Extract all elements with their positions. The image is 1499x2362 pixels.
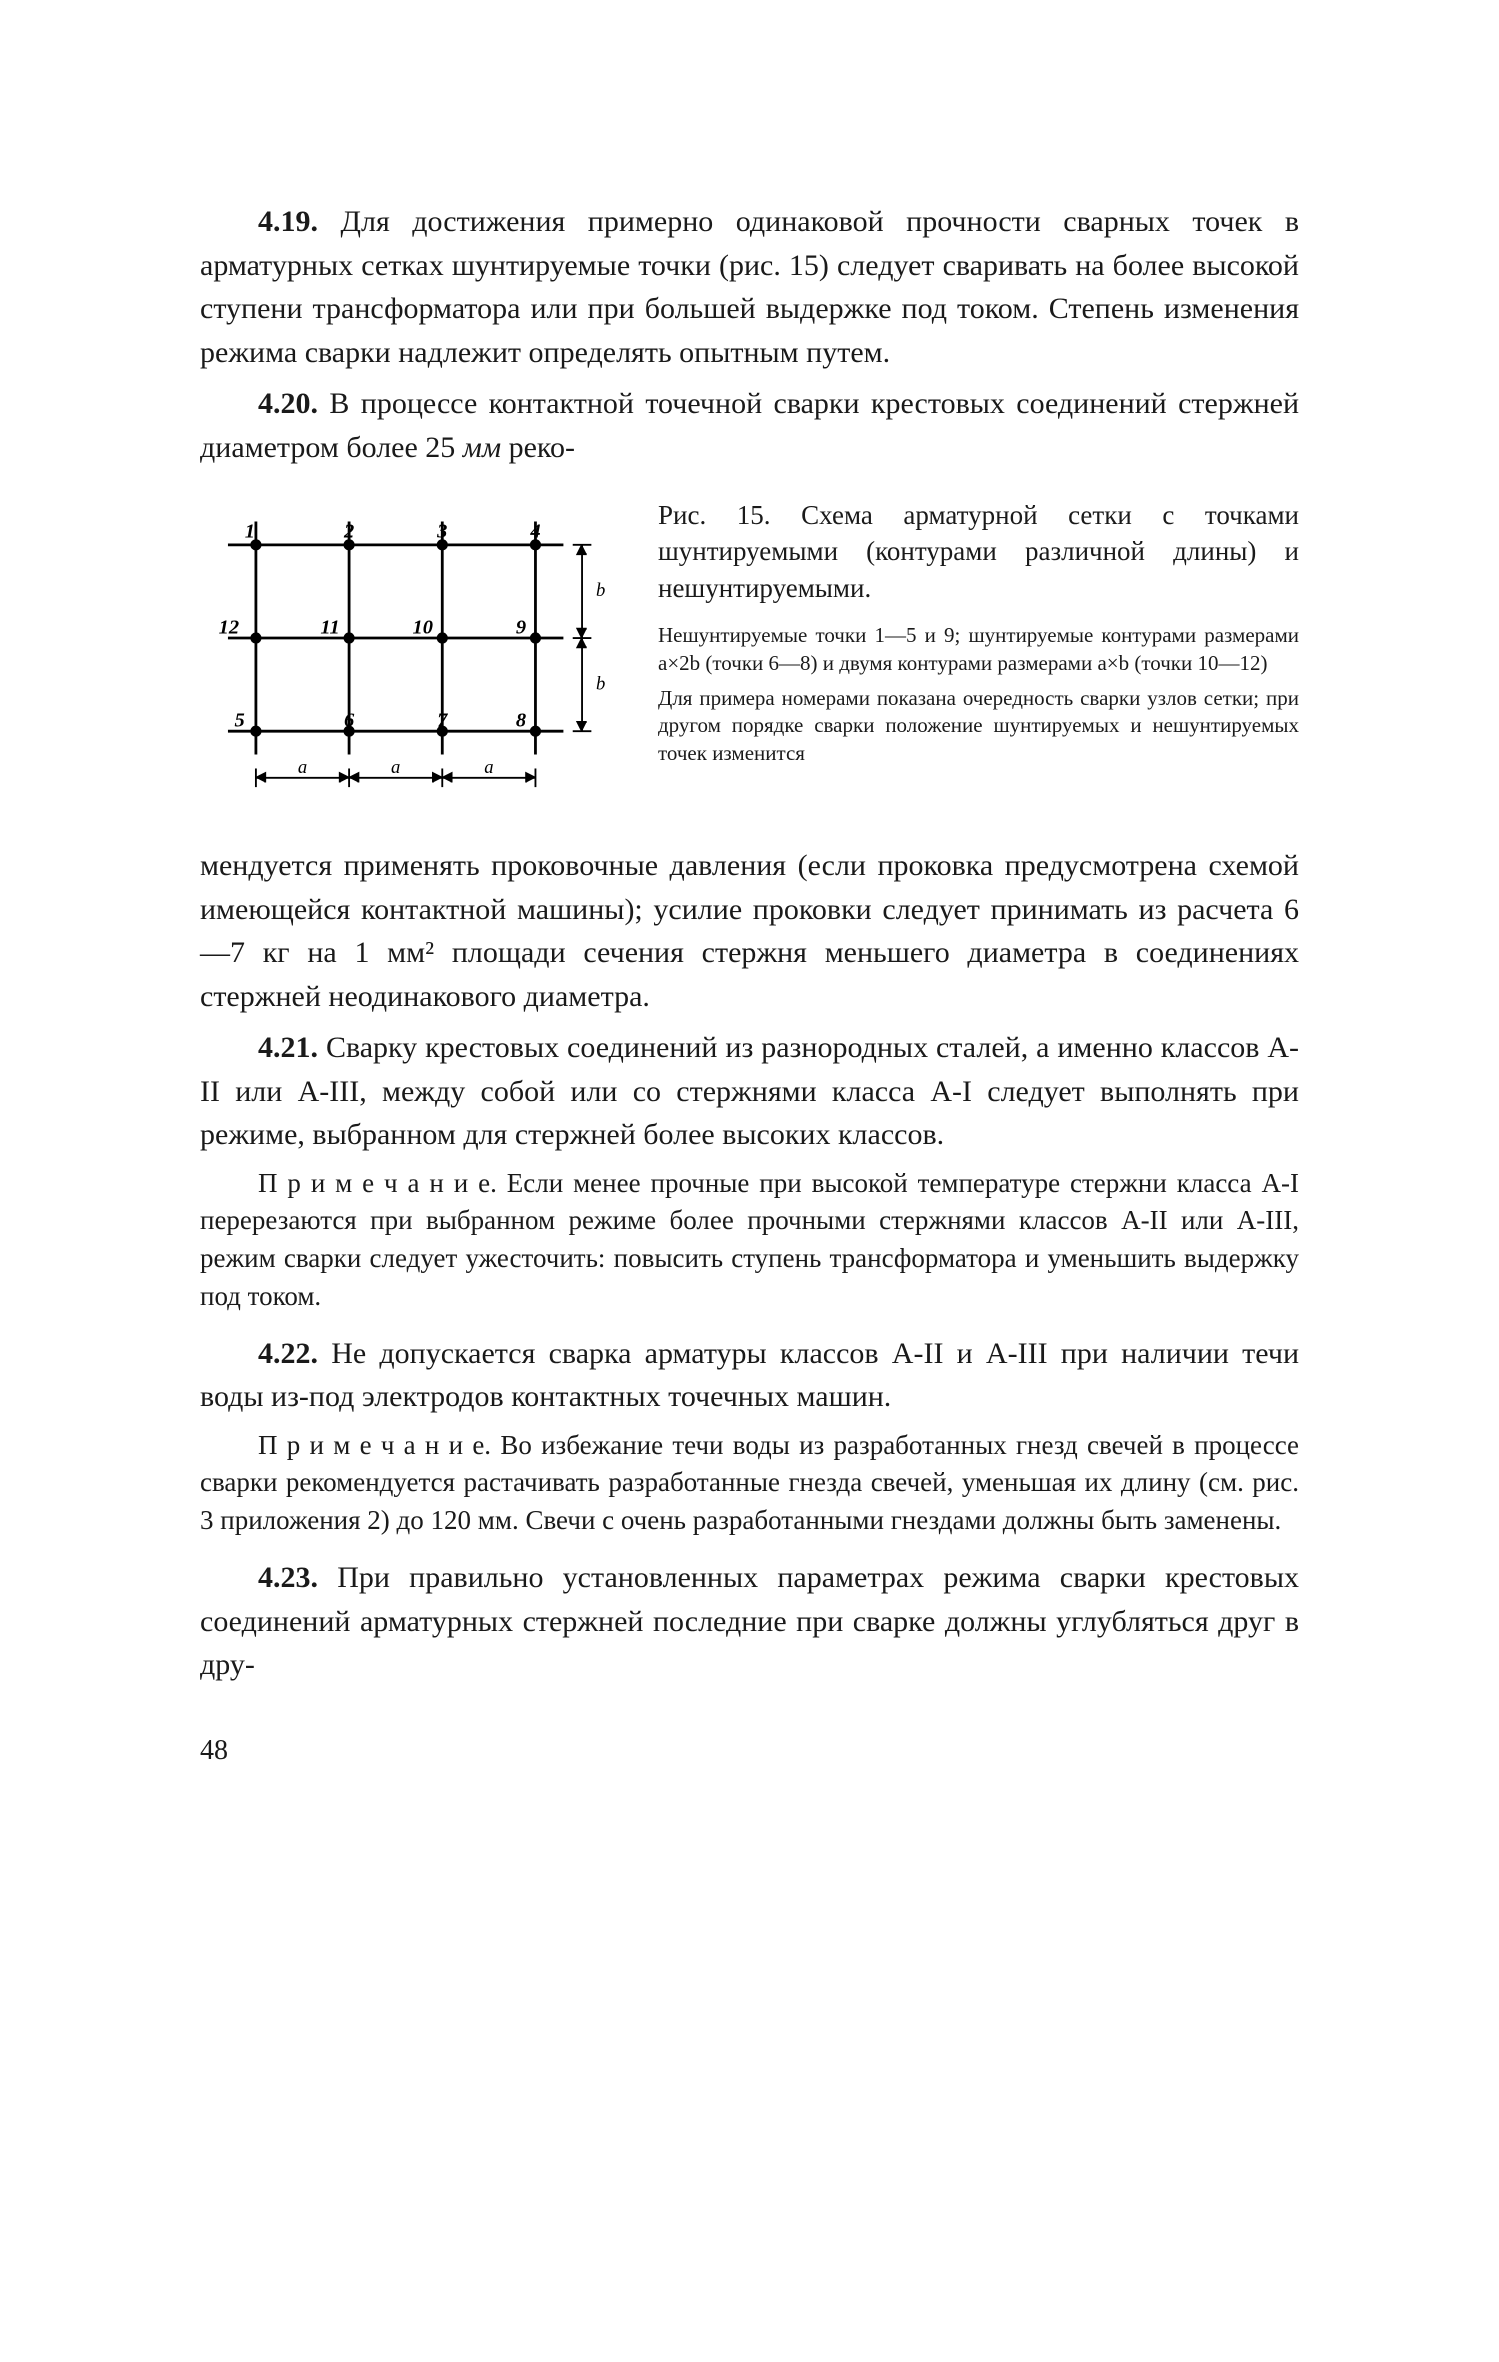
svg-text:8: 8: [516, 710, 526, 732]
svg-text:12: 12: [219, 616, 240, 638]
section-number: 4.20.: [258, 387, 318, 420]
paragraph-text: При правильно установленных параметрах р…: [200, 1561, 1299, 1681]
note-4-21: П р и м е ч а н и е. Если менее прочные …: [200, 1165, 1299, 1316]
paragraph-text: Не допускается сварка арматуры классов A…: [200, 1337, 1299, 1414]
svg-text:3: 3: [436, 520, 447, 542]
paragraph-text: Для достижения примерно одинаковой прочн…: [200, 205, 1299, 369]
section-number: 4.21.: [258, 1031, 318, 1064]
svg-text:6: 6: [344, 710, 355, 732]
svg-text:1: 1: [245, 520, 255, 542]
figure-caption-title: Рис. 15. Схема арматурной сетки с точкам…: [658, 497, 1299, 606]
paragraph-text: В процессе контактной точечной сварки кр…: [200, 387, 1299, 464]
section-number: 4.23.: [258, 1561, 318, 1594]
page-number: 48: [200, 1735, 1299, 1767]
svg-text:11: 11: [320, 616, 339, 638]
svg-text:10: 10: [412, 616, 433, 638]
paragraph-4-20-cont: мендуется применять проковочные давления…: [200, 844, 1299, 1018]
paragraph-4-20: 4.20. В процессе контактной точечной сва…: [200, 382, 1299, 469]
paragraph-4-22: 4.22. Не допускается сварка арматуры кла…: [200, 1332, 1299, 1419]
svg-text:9: 9: [516, 616, 526, 638]
figure-caption-detail-2: Для примера номерами показана очередност…: [658, 685, 1299, 767]
svg-text:2: 2: [343, 520, 354, 542]
svg-text:a: a: [298, 757, 307, 778]
svg-text:5: 5: [234, 710, 244, 732]
figure-15-diagram: 1 2 3 4 12 11 10 9 5 6 7 8: [200, 497, 610, 812]
svg-text:b: b: [596, 580, 605, 601]
svg-text:a: a: [484, 757, 493, 778]
figure-15-caption: Рис. 15. Схема арматурной сетки с точкам…: [658, 497, 1299, 812]
page-content: 4.19. Для достижения примерно одинаковой…: [200, 200, 1299, 1767]
figure-15-block: 1 2 3 4 12 11 10 9 5 6 7 8: [200, 497, 1299, 812]
note-4-22: П р и м е ч а н и е. Во избежание течи в…: [200, 1427, 1299, 1540]
paragraph-4-19: 4.19. Для достижения примерно одинаковой…: [200, 200, 1299, 374]
grid-diagram-svg: 1 2 3 4 12 11 10 9 5 6 7 8: [200, 497, 610, 807]
section-number: 4.19.: [258, 205, 318, 238]
svg-text:a: a: [391, 757, 400, 778]
figure-caption-detail-1: Нешунтируемые точки 1—5 и 9; шунтируемые…: [658, 622, 1299, 677]
svg-text:b: b: [596, 673, 605, 694]
paragraph-4-21: 4.21. Сварку крестовых соединений из раз…: [200, 1026, 1299, 1157]
paragraph-4-23: 4.23. При правильно установленных параме…: [200, 1556, 1299, 1687]
section-number: 4.22.: [258, 1337, 318, 1370]
svg-text:7: 7: [437, 710, 448, 732]
paragraph-text: Сварку крестовых соединений из разнородн…: [200, 1031, 1299, 1151]
svg-text:4: 4: [529, 520, 540, 542]
